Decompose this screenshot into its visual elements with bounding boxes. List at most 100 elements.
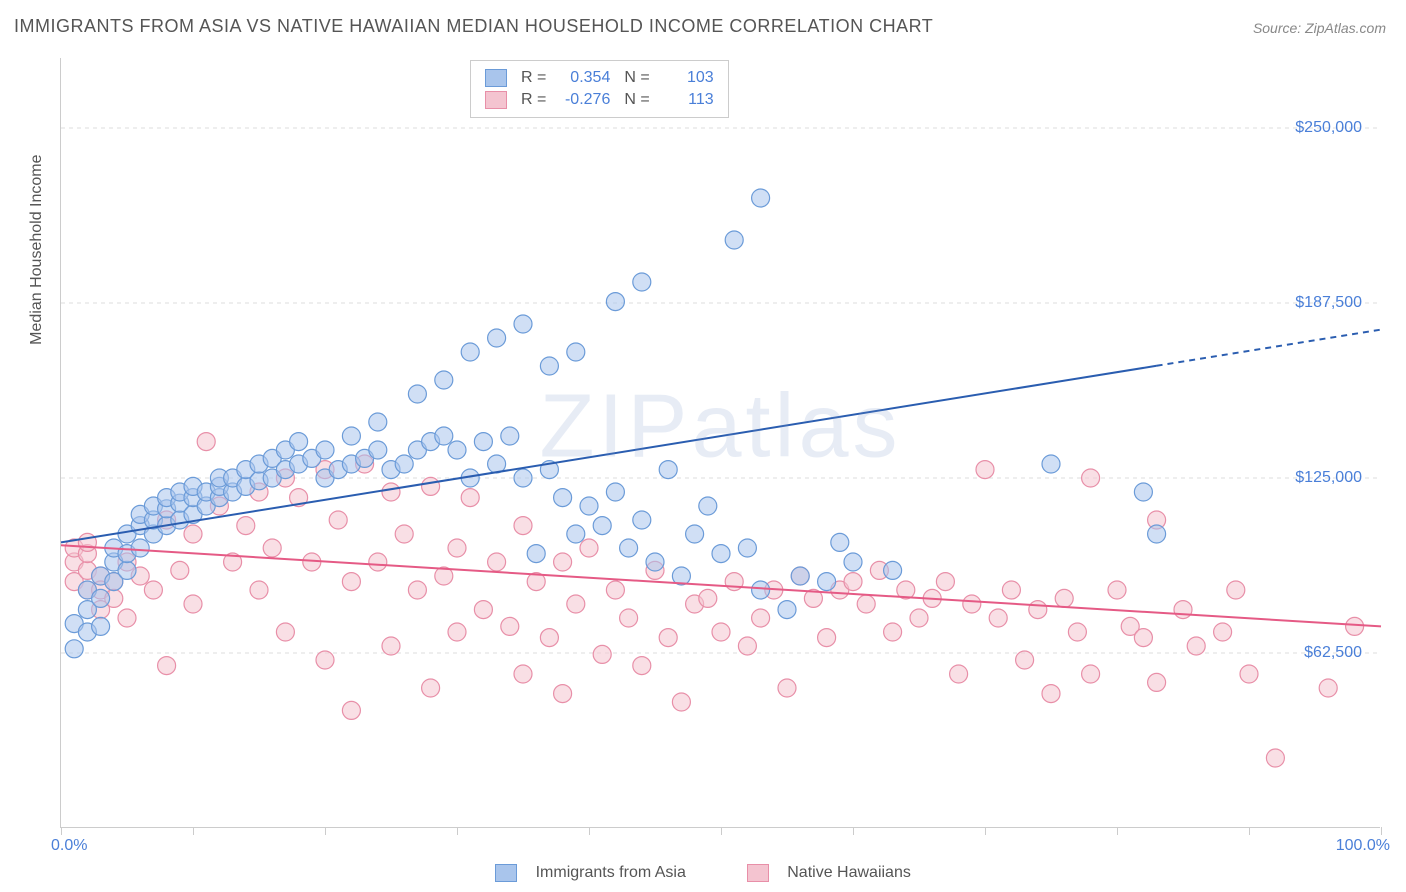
scatter-point	[699, 497, 717, 515]
scatter-point	[144, 581, 162, 599]
scatter-point	[131, 539, 149, 557]
plot-svg	[61, 58, 1380, 827]
x-tick	[1249, 827, 1250, 835]
scatter-point	[738, 539, 756, 557]
x-tick	[61, 827, 62, 835]
scatter-point	[422, 477, 440, 495]
scatter-point	[184, 525, 202, 543]
scatter-point	[527, 545, 545, 563]
scatter-point	[488, 553, 506, 571]
scatter-point	[263, 539, 281, 557]
x-tick	[325, 827, 326, 835]
scatter-point	[686, 525, 704, 543]
scatter-point	[1068, 623, 1086, 641]
scatter-point	[620, 539, 638, 557]
x-tick	[193, 827, 194, 835]
legend-label-0: Immigrants from Asia	[536, 864, 686, 881]
scatter-point	[92, 617, 110, 635]
legend-stats: R = 0.354 N = 103 R = -0.276 N = 113	[470, 60, 729, 118]
scatter-point	[118, 561, 136, 579]
r-label: R =	[521, 91, 546, 109]
scatter-point	[884, 623, 902, 641]
scatter-point	[580, 497, 598, 515]
r-value-0: 0.354	[554, 69, 610, 87]
scatter-point	[1016, 651, 1034, 669]
scatter-point	[514, 665, 532, 683]
y-tick-label: $250,000	[1295, 119, 1362, 137]
legend-series: Immigrants from Asia Native Hawaiians	[0, 864, 1406, 882]
y-axis-title: Median Household Income	[28, 154, 46, 344]
scatter-point	[818, 629, 836, 647]
scatter-point	[567, 343, 585, 361]
n-value-1: 113	[658, 91, 714, 109]
legend-stats-row-1: R = -0.276 N = 113	[485, 89, 714, 111]
scatter-point	[989, 609, 1007, 627]
scatter-point	[448, 441, 466, 459]
r-value-1: -0.276	[554, 91, 610, 109]
scatter-point	[382, 483, 400, 501]
scatter-point	[158, 657, 176, 675]
scatter-point	[290, 433, 308, 451]
x-tick	[1381, 827, 1382, 835]
scatter-point	[65, 640, 83, 658]
plot-area: ZIPatlas 0.0% 100.0% $62,500$125,000$187…	[60, 58, 1380, 828]
scatter-point	[448, 623, 466, 641]
legend-swatch-blue	[495, 864, 517, 882]
scatter-point	[1134, 629, 1152, 647]
n-label: N =	[624, 69, 649, 87]
scatter-point	[554, 553, 572, 571]
scatter-point	[593, 645, 611, 663]
scatter-point	[369, 441, 387, 459]
scatter-point	[620, 609, 638, 627]
x-max-label: 100.0%	[1336, 837, 1390, 855]
scatter-point	[78, 533, 96, 551]
scatter-point	[752, 581, 770, 599]
scatter-point	[501, 427, 519, 445]
scatter-point	[540, 629, 558, 647]
r-label: R =	[521, 69, 546, 87]
scatter-point	[92, 589, 110, 607]
x-tick	[589, 827, 590, 835]
scatter-point	[488, 329, 506, 347]
x-min-label: 0.0%	[51, 837, 87, 855]
scatter-point	[554, 489, 572, 507]
x-tick	[457, 827, 458, 835]
scatter-point	[1346, 617, 1364, 635]
scatter-point	[831, 533, 849, 551]
scatter-point	[369, 553, 387, 571]
scatter-point	[1187, 637, 1205, 655]
x-tick	[853, 827, 854, 835]
scatter-point	[395, 525, 413, 543]
n-value-0: 103	[658, 69, 714, 87]
scatter-point	[1042, 685, 1060, 703]
scatter-point	[554, 685, 572, 703]
scatter-point	[712, 545, 730, 563]
scatter-point	[646, 553, 664, 571]
scatter-point	[884, 561, 902, 579]
scatter-point	[197, 433, 215, 451]
scatter-point	[593, 517, 611, 535]
legend-stats-row-0: R = 0.354 N = 103	[485, 67, 714, 89]
scatter-point	[752, 609, 770, 627]
scatter-point	[342, 427, 360, 445]
n-label: N =	[624, 91, 649, 109]
scatter-point	[514, 517, 532, 535]
scatter-point	[606, 581, 624, 599]
scatter-point	[1266, 749, 1284, 767]
scatter-point	[1227, 581, 1245, 599]
scatter-point	[963, 595, 981, 613]
scatter-point	[672, 693, 690, 711]
y-tick-label: $125,000	[1295, 469, 1362, 487]
legend-swatch-pink	[747, 864, 769, 882]
scatter-point	[712, 623, 730, 641]
scatter-point	[540, 357, 558, 375]
scatter-point	[514, 315, 532, 333]
scatter-point	[1174, 601, 1192, 619]
scatter-point	[1002, 581, 1020, 599]
scatter-point	[342, 573, 360, 591]
scatter-point	[382, 637, 400, 655]
scatter-point	[738, 637, 756, 655]
scatter-point	[659, 461, 677, 479]
y-tick-label: $62,500	[1304, 644, 1362, 662]
scatter-point	[435, 427, 453, 445]
